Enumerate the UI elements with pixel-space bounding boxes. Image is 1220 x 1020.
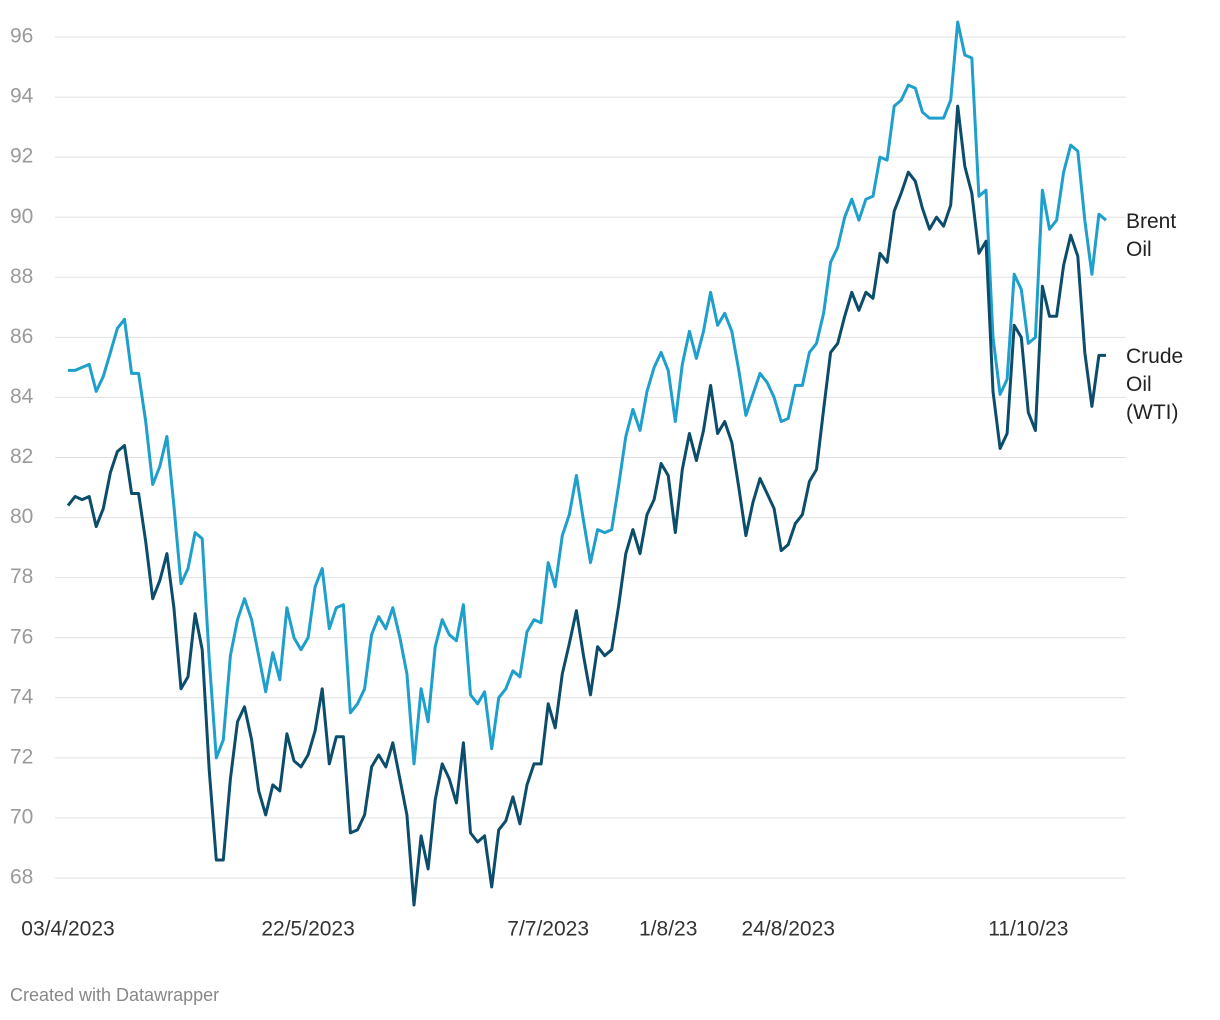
credit: Created with Datawrapper xyxy=(10,985,220,1005)
y-tick-label: 86 xyxy=(10,325,33,348)
y-tick-label: 76 xyxy=(10,625,33,648)
y-tick-label: 78 xyxy=(10,565,33,588)
series-label: Brent Oil xyxy=(1126,210,1177,262)
y-tick-label: 68 xyxy=(10,866,33,889)
y-tick-label: 94 xyxy=(10,85,34,108)
y-tick-label: 92 xyxy=(10,145,33,168)
x-tick-label: 11/10/23 xyxy=(988,918,1068,941)
series-label: Crude Oil (WTI) xyxy=(1126,345,1184,425)
series-line xyxy=(68,20,1107,766)
y-tick-label: 70 xyxy=(10,805,33,828)
y-tick-label: 80 xyxy=(10,505,33,528)
y-tick-label: 88 xyxy=(10,265,33,288)
y-tick-label: 84 xyxy=(10,385,34,408)
y-tick-label: 96 xyxy=(10,25,33,48)
y-tick-label: 82 xyxy=(10,445,33,468)
x-tick-label: 7/7/2023 xyxy=(507,918,589,941)
x-tick-label: 24/8/2023 xyxy=(742,918,835,941)
y-tick-label: 72 xyxy=(10,745,33,768)
y-tick-label: 90 xyxy=(10,205,33,228)
series-line xyxy=(66,104,1106,907)
x-tick-label: 22/5/2023 xyxy=(261,918,354,941)
x-tick-label: 03/4/2023 xyxy=(21,918,114,941)
y-tick-label: 74 xyxy=(10,685,34,708)
x-tick-label: 1/8/23 xyxy=(639,918,697,941)
